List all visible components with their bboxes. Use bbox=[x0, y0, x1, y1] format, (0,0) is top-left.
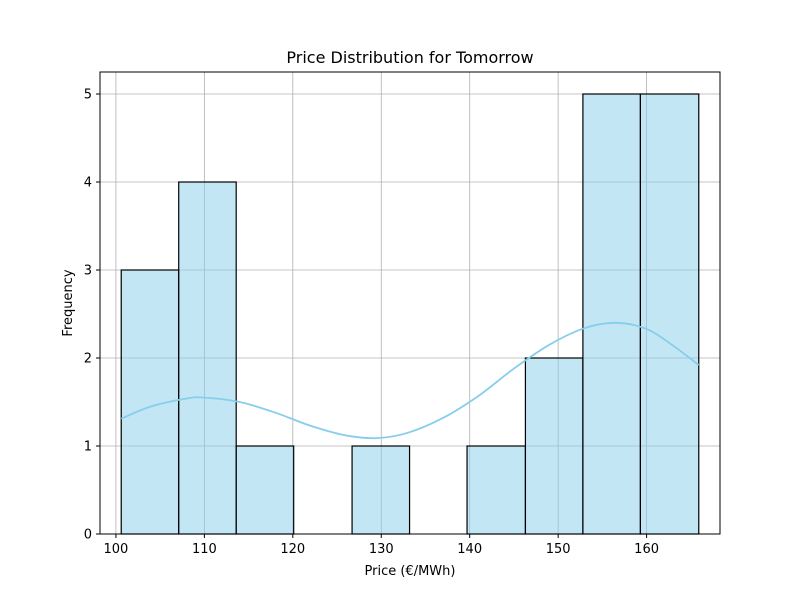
x-tick-label: 100 bbox=[104, 542, 129, 557]
histogram-bar bbox=[178, 181, 237, 535]
x-tick-label: 160 bbox=[634, 542, 659, 557]
axis-ticks: 100 110 120 130 140 150 160 0 1 2 3 4 5 bbox=[84, 88, 659, 558]
histogram-bars bbox=[120, 93, 700, 535]
x-axis-title: Price (€/MWh) bbox=[365, 564, 456, 579]
x-tick-label: 150 bbox=[546, 542, 571, 557]
histogram-bar bbox=[466, 445, 527, 535]
histogram-bar bbox=[639, 93, 700, 535]
y-tick-label: 4 bbox=[84, 176, 92, 191]
histogram-bar bbox=[524, 357, 584, 535]
histogram-bar bbox=[235, 445, 295, 535]
kde-curve-group bbox=[120, 321, 700, 440]
y-tick-label: 1 bbox=[84, 440, 92, 455]
chart-title: Price Distribution for Tomorrow bbox=[286, 48, 533, 67]
x-tick-label: 130 bbox=[369, 542, 394, 557]
kde-curve bbox=[120, 321, 700, 440]
y-tick-label: 3 bbox=[84, 264, 92, 279]
y-tick-label: 2 bbox=[84, 352, 92, 367]
x-tick-label: 120 bbox=[280, 542, 305, 557]
y-axis-title: Frequency bbox=[61, 269, 76, 336]
plot-area-frame bbox=[99, 71, 721, 535]
y-tick-label: 0 bbox=[84, 528, 92, 543]
x-tick-label: 110 bbox=[192, 542, 217, 557]
histogram-bar bbox=[351, 445, 411, 535]
histogram-bar bbox=[582, 93, 641, 535]
y-tick-label: 5 bbox=[84, 88, 92, 103]
x-tick-label: 140 bbox=[457, 542, 482, 557]
